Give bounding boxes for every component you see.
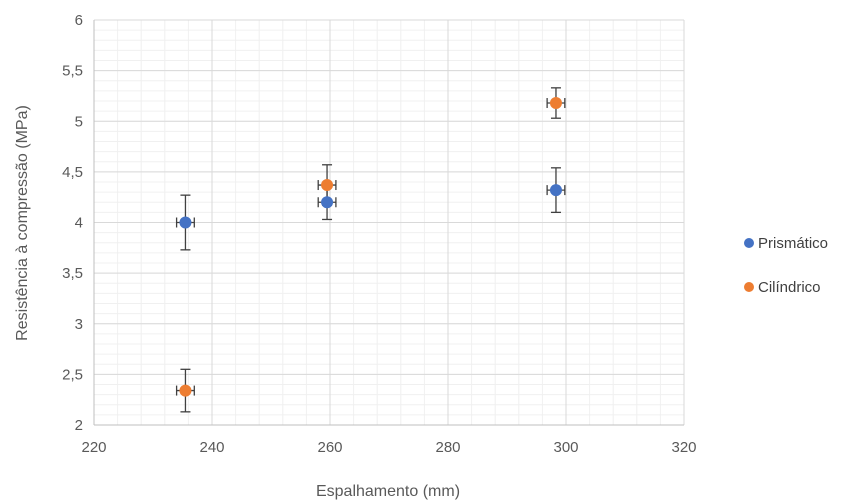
error-bars xyxy=(175,87,566,413)
legend-label-cilindrico: Cilíndrico xyxy=(758,279,821,296)
y-tick-label: 3,5 xyxy=(62,265,83,282)
y-tick-labels: 2 2,5 3 3,5 4 4,5 5 5,5 6 xyxy=(62,12,83,434)
y-tick-label: 3 xyxy=(75,316,83,333)
y-axis-title: Resistência à compressão (MPa) xyxy=(14,105,31,341)
y-tick-label: 5 xyxy=(75,113,83,130)
legend-marker-cilindrico xyxy=(744,282,754,292)
x-tick-label: 240 xyxy=(199,439,224,456)
data-point-series-1 xyxy=(321,179,334,192)
y-tick-label: 2,5 xyxy=(62,366,83,383)
y-tick-label: 6 xyxy=(75,12,83,29)
major-grid xyxy=(93,19,685,426)
data-point-series-0 xyxy=(321,196,334,209)
y-tick-label: 2 xyxy=(75,417,83,434)
data-point-series-0 xyxy=(179,216,192,229)
y-tick-label: 5,5 xyxy=(62,63,83,80)
y-tick-label: 4 xyxy=(75,215,83,232)
legend-label-prismatico: Prismático xyxy=(758,235,828,252)
x-tick-label: 280 xyxy=(435,439,460,456)
legend: Prismático Cilíndrico xyxy=(744,235,828,296)
x-tick-label: 260 xyxy=(317,439,342,456)
x-tick-label: 300 xyxy=(553,439,578,456)
data-point-series-0 xyxy=(549,184,562,197)
x-tick-label: 320 xyxy=(671,439,696,456)
x-axis-title: Espalhamento (mm) xyxy=(316,483,460,500)
data-point-series-1 xyxy=(549,97,562,110)
data-point-series-1 xyxy=(179,384,192,397)
legend-marker-prismatico xyxy=(744,238,754,248)
y-tick-label: 4,5 xyxy=(62,164,83,181)
x-tick-labels: 220 240 260 280 300 320 xyxy=(81,439,696,456)
data-points xyxy=(179,97,562,397)
x-tick-label: 220 xyxy=(81,439,106,456)
